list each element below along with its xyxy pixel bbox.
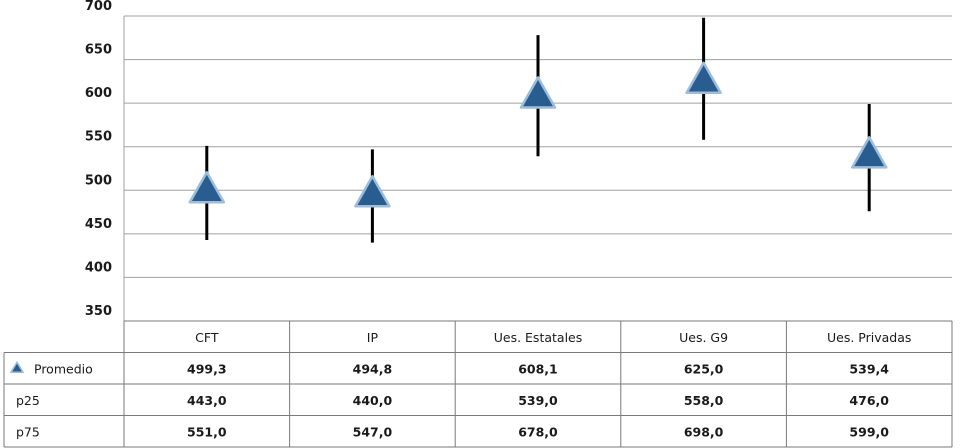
cell-0-2: 608,1 bbox=[518, 361, 558, 376]
promedio-marker-2 bbox=[519, 76, 557, 109]
cell-1-3: 558,0 bbox=[684, 393, 724, 408]
category-label-0: CFT bbox=[195, 330, 219, 345]
y-tick-label-450: 450 bbox=[85, 217, 112, 232]
cell-1-4: 476,0 bbox=[849, 393, 889, 408]
cell-0-4: 539,4 bbox=[849, 361, 889, 376]
y-axis: 350 400 450 500 550 600 650 700 bbox=[85, 0, 125, 321]
y-tick-label-550: 550 bbox=[85, 130, 112, 145]
cell-0-0: 499,3 bbox=[187, 361, 227, 376]
error-bars bbox=[205, 17, 871, 243]
cell-1-0: 443,0 bbox=[187, 393, 227, 408]
cell-2-2: 678,0 bbox=[518, 424, 558, 439]
promedio-marker-1 bbox=[354, 174, 391, 208]
legend-triangle-icon bbox=[9, 360, 25, 373]
category-label-4: Ues. Privadas bbox=[827, 330, 911, 345]
row-label-promedio: Promedio bbox=[34, 361, 93, 376]
y-tick-label-650: 650 bbox=[85, 43, 112, 58]
category-label-2: Ues. Estatales bbox=[494, 330, 583, 345]
data-table: CFT IP Ues. Estatales Ues. G9 Ues. Privadas P… bbox=[3, 320, 953, 448]
cell-2-0: 551,0 bbox=[187, 424, 227, 439]
row-label-p25: p25 bbox=[16, 393, 40, 408]
y-tick-label-700: 700 bbox=[85, 0, 112, 14]
category-label-3: Ues. G9 bbox=[679, 330, 728, 345]
y-tick-label-500: 500 bbox=[85, 173, 112, 188]
y-tick-label-350: 350 bbox=[85, 304, 112, 319]
promedio-marker-0 bbox=[188, 171, 226, 204]
promedio-markers bbox=[188, 61, 888, 208]
y-tick-label-600: 600 bbox=[85, 86, 112, 101]
promedio-marker-3 bbox=[685, 61, 722, 95]
row-label-p75: p75 bbox=[16, 424, 40, 439]
cell-1-2: 539,0 bbox=[518, 393, 558, 408]
cell-2-3: 698,0 bbox=[684, 424, 724, 439]
cell-1-1: 440,0 bbox=[353, 393, 393, 408]
cell-0-1: 494,8 bbox=[353, 361, 393, 376]
category-label-1: IP bbox=[367, 330, 379, 345]
promedio-marker-4 bbox=[850, 136, 888, 169]
cell-0-3: 625,0 bbox=[684, 361, 724, 376]
cell-2-1: 547,0 bbox=[353, 424, 393, 439]
y-tick-label-400: 400 bbox=[85, 260, 112, 275]
cell-2-4: 599,0 bbox=[849, 424, 889, 439]
